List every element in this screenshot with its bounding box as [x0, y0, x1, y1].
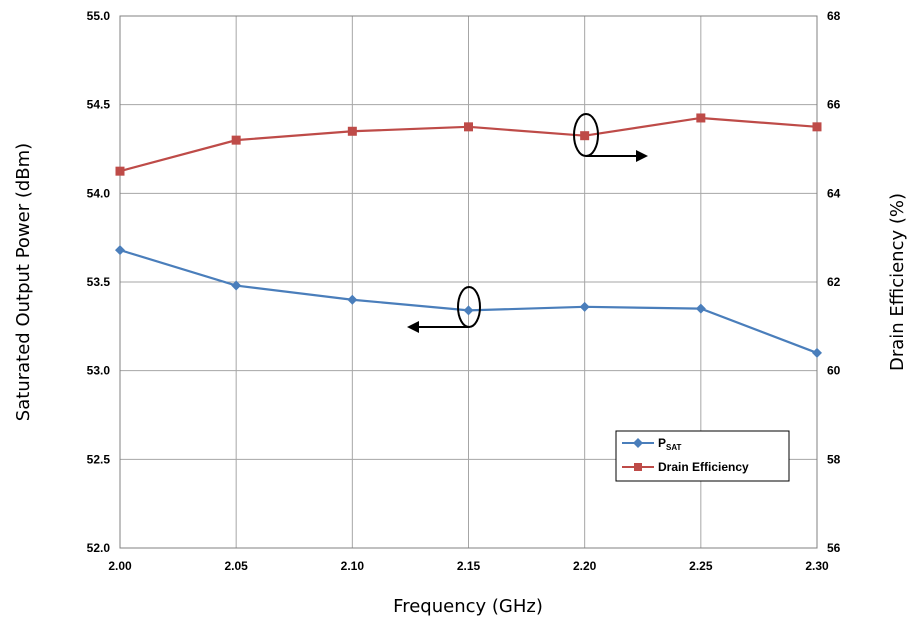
x-axis-title: Frequency (GHz) [393, 596, 543, 617]
x-tick-label: 2.15 [457, 559, 481, 573]
series-psat [115, 245, 822, 358]
plot-border [119, 15, 818, 549]
x-tick-label: 2.20 [573, 559, 597, 573]
data-point [464, 122, 473, 132]
legend-efficiency-label: Drain Efficiency [658, 460, 749, 474]
right-tick-label: 62 [827, 275, 841, 289]
legend-item-drain-efficiency: Drain Efficiency [622, 460, 749, 474]
efficiency-axis-annotation [573, 113, 648, 162]
right-tick-label: 60 [827, 364, 841, 378]
right-tick-label: 56 [827, 541, 841, 555]
legend-psat-label: PSAT [658, 436, 682, 452]
x-tick-label: 2.00 [108, 559, 132, 573]
right-y-axis-title: Drain Efficiency (%) [887, 193, 908, 371]
data-point [231, 135, 241, 145]
right-tick-label: 66 [827, 98, 841, 112]
x-tick-label: 2.25 [689, 559, 713, 573]
left-tick-label: 53.5 [87, 275, 111, 289]
data-point [695, 303, 706, 314]
left-tick-label: 54.5 [87, 98, 111, 112]
data-point [696, 113, 706, 123]
efficiency-arrow-head [636, 150, 648, 162]
legend-box [615, 430, 790, 482]
right-tick-label: 68 [827, 9, 841, 23]
data-point [580, 131, 590, 141]
data-point [463, 305, 474, 316]
data-point [347, 126, 357, 136]
data-point [347, 294, 358, 305]
data-point [231, 280, 242, 291]
left-tick-label: 54.0 [87, 186, 111, 200]
left-axis-ticks: 52.0 52.5 53.0 53.5 54.0 54.5 55.0 [87, 9, 111, 555]
legend-item-psat: PSAT [622, 436, 682, 452]
data-point [115, 166, 125, 176]
legend-efficiency-marker [634, 463, 642, 471]
data-point [812, 122, 822, 132]
left-tick-label: 52.0 [87, 541, 111, 555]
data-point [579, 301, 590, 312]
legend: PSAT Drain Efficiency [615, 430, 790, 482]
data-point [115, 245, 125, 256]
right-axis-ticks: 56 58 60 62 64 66 68 [827, 9, 841, 555]
legend-psat-marker [633, 438, 643, 448]
right-tick-label: 58 [827, 452, 841, 466]
x-tick-label: 2.30 [805, 559, 829, 573]
x-tick-label: 2.05 [224, 559, 248, 573]
series-group [115, 113, 822, 358]
left-tick-label: 53.0 [87, 364, 111, 378]
series-drain-efficiency [115, 113, 822, 176]
psat-arrow-head [407, 321, 419, 333]
right-tick-label: 64 [827, 186, 841, 200]
left-y-axis-title: Saturated Output Power (dBm) [13, 143, 34, 421]
left-tick-label: 55.0 [87, 9, 111, 23]
left-tick-label: 52.5 [87, 452, 111, 466]
x-tick-label: 2.10 [341, 559, 365, 573]
data-point [812, 347, 822, 358]
psat-axis-annotation [407, 286, 481, 333]
x-axis-ticks: 2.00 2.05 2.10 2.15 2.20 2.25 2.30 [108, 559, 829, 573]
